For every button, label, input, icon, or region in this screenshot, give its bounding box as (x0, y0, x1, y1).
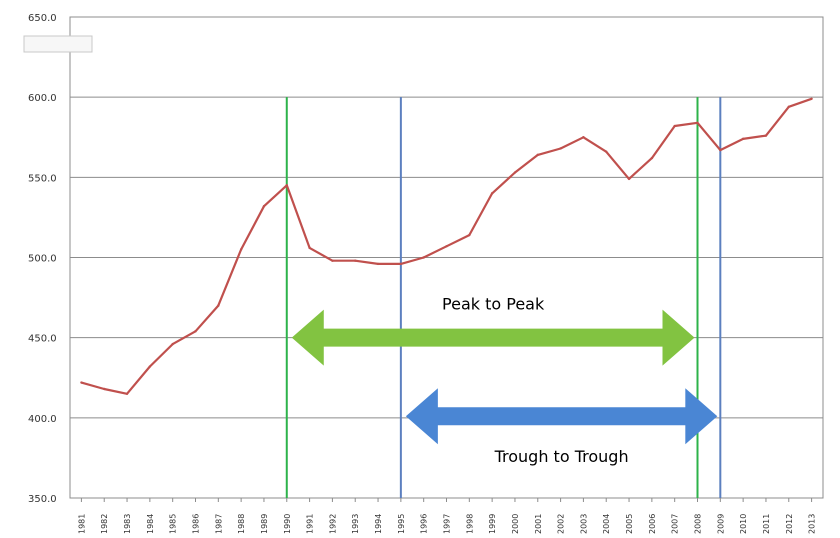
data-point (582, 136, 585, 139)
x-tick-label: 2006 (648, 514, 657, 534)
data-point (308, 246, 311, 250)
chart-legend-button[interactable] (23, 35, 93, 53)
annotation-arrow-1 (405, 388, 718, 445)
data-point (422, 256, 425, 259)
annotations: Peak to Peak Trough to Trough (291, 295, 718, 466)
x-tick-label: 1987 (214, 514, 223, 534)
x-tick-label: 2004 (602, 514, 611, 534)
y-tick-label: 600.0 (28, 93, 57, 104)
x-tick-label: 2002 (557, 514, 566, 534)
x-tick-label: 2007 (671, 514, 680, 534)
x-tick-label: 1985 (169, 514, 178, 534)
data-point (627, 177, 631, 181)
data-point (239, 248, 243, 251)
x-tick-label: 2010 (739, 514, 748, 534)
data-point (536, 153, 539, 157)
data-point (217, 304, 220, 307)
y-tick-label: 500.0 (28, 254, 57, 265)
x-tick-label: 1996 (420, 514, 429, 534)
x-tick-label: 1983 (123, 514, 132, 534)
data-point (468, 233, 471, 237)
x-tick-label: 2001 (534, 514, 543, 534)
x-tick-label: 1993 (351, 514, 360, 534)
data-point (490, 192, 494, 195)
y-tick-label: 550.0 (28, 173, 57, 184)
x-tick-label: 1998 (465, 514, 474, 534)
data-point (673, 124, 676, 128)
y-tick-label: 650.0 (28, 13, 57, 24)
data-point (445, 245, 448, 248)
data-point (559, 147, 562, 150)
x-tick-label: 2003 (579, 514, 588, 534)
data-point (696, 121, 699, 125)
x-tick-label: 2009 (716, 514, 725, 534)
data-point (148, 365, 152, 368)
y-tick-label: 450.0 (28, 334, 57, 345)
axes: 350.0 400.0 450.0 500.0 550.0 600.0 650.0 1981 1… (28, 13, 824, 534)
annotation-arrow-0 (291, 309, 695, 366)
data-point (719, 148, 722, 152)
data-point (513, 171, 517, 174)
data-point (605, 150, 608, 153)
data-point (787, 105, 790, 108)
data-point (399, 262, 403, 266)
x-tick-label: 2008 (694, 514, 703, 534)
y-tick-label: 350.0 (28, 494, 57, 505)
data-point (650, 156, 654, 160)
x-tick-label: 1992 (328, 514, 337, 534)
x-tick-label: 2000 (511, 514, 520, 534)
series-layer (80, 97, 813, 395)
x-tick-label: 2012 (785, 514, 794, 534)
x-tick-label: 2011 (762, 514, 771, 534)
annotation-label-0: Peak to Peak (442, 295, 545, 314)
annotation-label-1: Trough to Trough (494, 447, 629, 466)
data-point (764, 134, 768, 137)
data-point (262, 204, 266, 208)
x-tick-label: 1999 (488, 514, 497, 534)
data-point (331, 259, 334, 262)
x-tick-label: 1991 (306, 514, 315, 534)
y-tick-label: 400.0 (28, 414, 57, 425)
data-point (741, 137, 745, 141)
data-point (285, 184, 288, 187)
data-point (354, 259, 357, 262)
x-tick-label: 1989 (260, 514, 269, 534)
data-point (171, 342, 174, 346)
x-tick-label: 1990 (283, 514, 292, 534)
x-tick-label: 1988 (237, 514, 246, 534)
x-tick-label: 2013 (808, 514, 817, 534)
x-tick-label: 1997 (443, 514, 452, 534)
x-tick-label: 1994 (374, 514, 383, 534)
x-tick-label: 2005 (625, 514, 634, 534)
data-point (125, 392, 129, 395)
x-tick-label: 1982 (100, 514, 109, 534)
x-tick-label: 1984 (146, 514, 155, 534)
x-tick-label: 1995 (397, 514, 406, 534)
data-point (80, 381, 83, 384)
x-tick-label: 1981 (77, 514, 86, 534)
data-point (103, 387, 106, 391)
x-tick-label: 1986 (192, 514, 201, 534)
data-point (376, 262, 380, 266)
data-point (194, 330, 197, 333)
data-point (810, 97, 813, 100)
